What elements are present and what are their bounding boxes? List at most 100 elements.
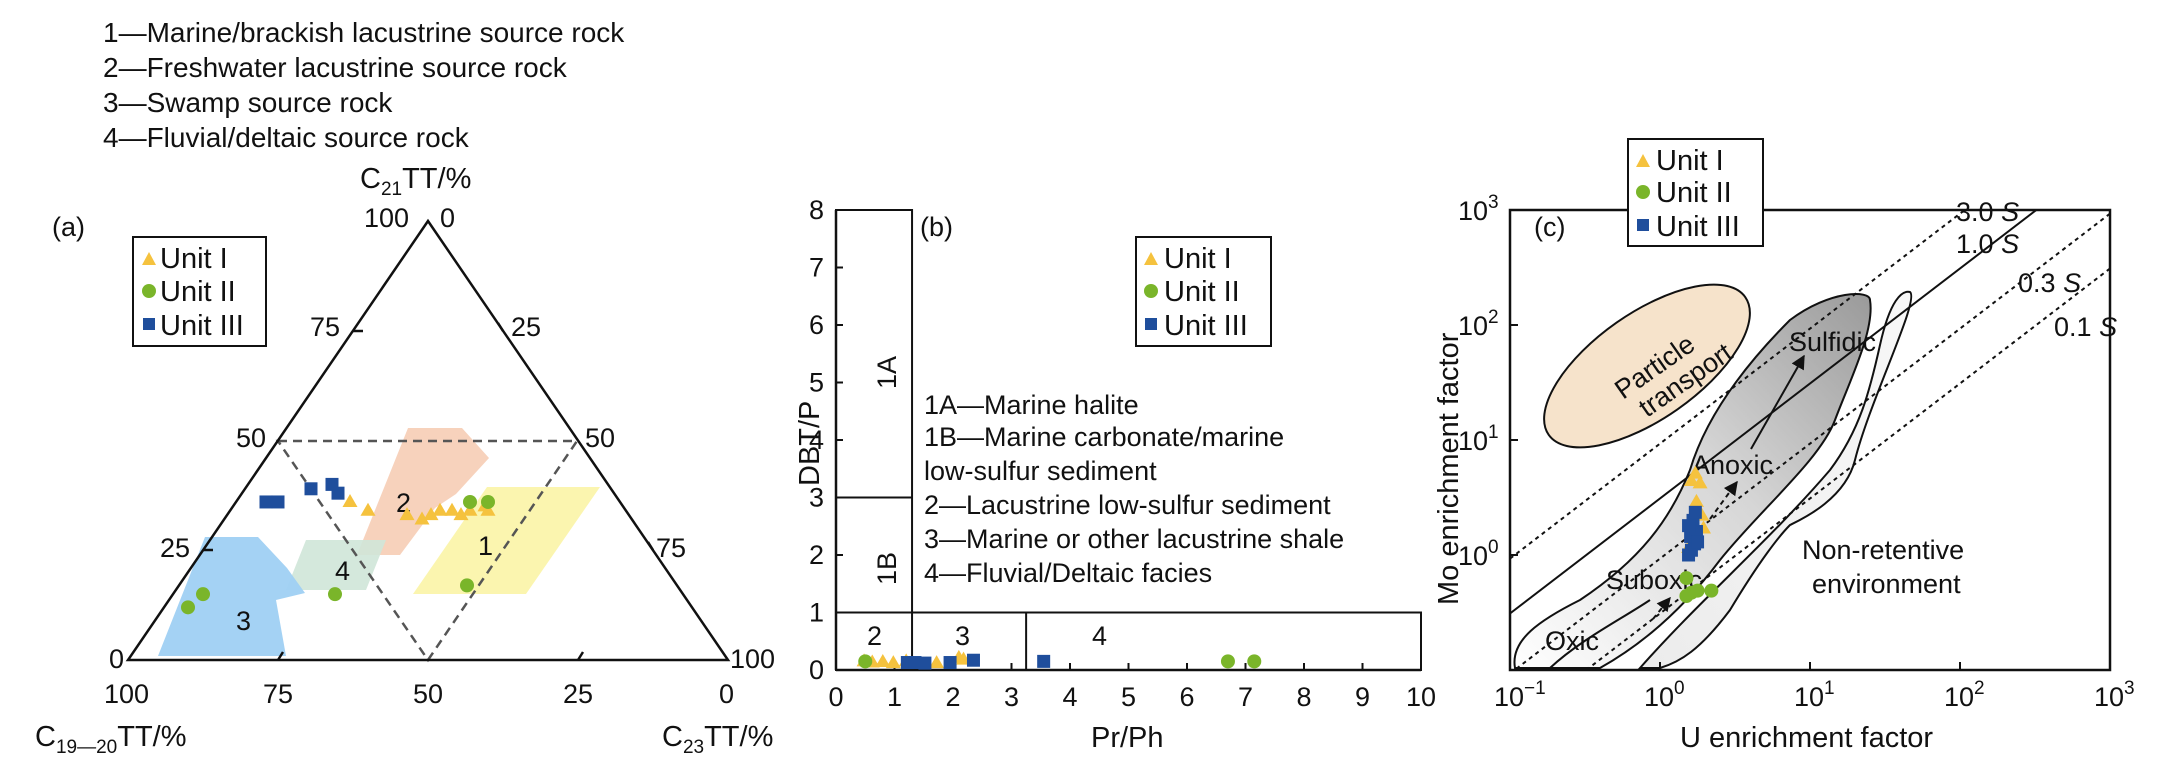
- data-point: [304, 482, 318, 496]
- tick-label: 75: [263, 679, 293, 709]
- region-label-sulfidic: Sulfidic: [1789, 327, 1876, 357]
- panel-c-points: [1679, 465, 1719, 604]
- tick-label: 25: [511, 312, 541, 342]
- panel-b-x-title: Pr/Ph: [1091, 722, 1164, 754]
- x-tick-label: 9: [1355, 682, 1370, 712]
- unit-3-marker-icon: [1637, 219, 1649, 231]
- data-point: [1247, 654, 1262, 669]
- ratio-line: [1510, 210, 2038, 615]
- legend-c-box: [1627, 138, 1764, 247]
- x-tick-label: 3: [1004, 682, 1019, 712]
- panel-c-label: (c): [1534, 212, 1565, 242]
- unit-1-marker-icon: [142, 252, 156, 265]
- note-line: 3—Marine or other lacustrine shale: [924, 524, 1344, 554]
- panel-a-ternary: (a) 100 75 50 25 0 0 25 50 75 100: [35, 163, 775, 758]
- panel-a-label: (a): [52, 212, 85, 242]
- oxic-boundary-curve: [1549, 599, 1651, 669]
- zone-label-4: 4: [1092, 621, 1107, 651]
- ternary-outline: [125, 218, 731, 662]
- data-point: [1688, 493, 1704, 507]
- data-point: [453, 507, 469, 521]
- data-point: [1688, 505, 1702, 519]
- unit-2-marker-icon: [1144, 284, 1158, 298]
- data-point: [462, 502, 478, 516]
- ratio-label-3.0: 3.0 S: [1956, 197, 2019, 227]
- x-tick-label: 10: [1406, 682, 1436, 712]
- panel-b-zones: [835, 209, 1422, 671]
- legend-b-unit2: Unit II: [1164, 276, 1240, 308]
- definition-line: 3—Swamp source rock: [103, 87, 393, 118]
- region-label-oxic: Oxic: [1545, 626, 1599, 656]
- data-point: [460, 578, 474, 593]
- trend-arrow: [1709, 480, 1738, 520]
- zone-label-2: 2: [867, 621, 882, 651]
- x-tick-label: 8: [1296, 682, 1311, 712]
- data-point: [1682, 519, 1696, 533]
- note-line: 1A—Marine halite: [924, 390, 1139, 420]
- field-label: 1: [478, 531, 493, 561]
- legend-c-unit2: Unit II: [1656, 177, 1732, 209]
- y-tick-label: 103: [1458, 192, 1499, 226]
- zone-low-box: [835, 611, 1422, 671]
- legend-c: Unit I Unit II Unit III: [1636, 145, 1740, 243]
- y-tick-label: 101: [1458, 422, 1499, 456]
- region-label-anoxic: Anoxic: [1692, 450, 1773, 480]
- unit-1-marker-icon: [1636, 154, 1650, 167]
- data-point: [432, 502, 448, 516]
- tick-label: 75: [310, 312, 340, 342]
- tick-label: 0: [719, 679, 734, 709]
- field-label: 4: [335, 556, 350, 586]
- data-point: [1679, 589, 1694, 604]
- data-point: [399, 507, 415, 521]
- ratio-line: [1513, 212, 2110, 670]
- y-tick-label: 8: [809, 195, 824, 225]
- x-tick-label: 7: [1238, 682, 1253, 712]
- y-tick-label: 1: [809, 598, 824, 628]
- tick-label: 25: [160, 533, 190, 563]
- note-line: 1B—Marine carbonate/marine: [924, 422, 1284, 452]
- x-tick-label: 10−1: [1494, 678, 1546, 712]
- tick-label: 25: [563, 679, 593, 709]
- unit-3-marker-icon: [1145, 318, 1157, 330]
- data-point: [1690, 583, 1705, 598]
- tick-label: 100: [730, 644, 775, 674]
- top-axis-title: C21TT/%: [360, 163, 471, 200]
- panel-b-y-title: DBT/P: [794, 401, 826, 486]
- field-1-region: [413, 487, 600, 594]
- legend-a-unit2: Unit II: [160, 276, 236, 308]
- data-point: [943, 656, 957, 670]
- left-axis-title: C19—20TT/%: [35, 721, 187, 758]
- definition-line: 1—Marine/brackish lacustrine source rock: [103, 17, 625, 48]
- tick-label: 50: [236, 423, 266, 453]
- data-point: [414, 511, 430, 525]
- legend-b-unit1: Unit I: [1164, 243, 1232, 275]
- x-tick-label: 2: [945, 682, 960, 712]
- y-tick-label: 6: [809, 310, 824, 340]
- particle-transport-region: [1543, 283, 1751, 449]
- y-tick-label: 100: [1458, 537, 1499, 571]
- data-point: [423, 507, 439, 521]
- field-3-region: [158, 537, 305, 656]
- tick-label: 100: [104, 679, 149, 709]
- ratio-label-0.1: 0.1 S: [2054, 312, 2117, 342]
- legend-c-unit3: Unit III: [1656, 211, 1740, 243]
- zone-label-3: 3: [955, 621, 970, 651]
- unit-1-marker-icon: [1144, 252, 1158, 265]
- trend-arrow: [1652, 596, 1671, 620]
- ratio-label-0.3: 0.3 S: [2018, 268, 2081, 298]
- panel-a-points: [181, 477, 496, 615]
- legend-b-unit3: Unit III: [1164, 310, 1248, 342]
- panel-b-notes: 1A—Marine halite 1B—Marine carbonate/mar…: [924, 390, 1344, 588]
- data-point: [875, 653, 891, 667]
- panel-b-points: [856, 649, 1262, 670]
- tick-label: 0: [440, 203, 455, 233]
- panel-b-ticks: 0 1 2 3 4 5 6 7 8 9 10 0 1 2 3 4 5 6 7 8: [809, 195, 1436, 712]
- x-tick-label: 1: [887, 682, 902, 712]
- data-point: [463, 494, 477, 509]
- midpoint-dashed-triangle: [275, 439, 580, 663]
- y-tick-label: 4: [809, 425, 824, 455]
- trend-arrow: [1750, 354, 1805, 450]
- tick-label: 50: [585, 423, 615, 453]
